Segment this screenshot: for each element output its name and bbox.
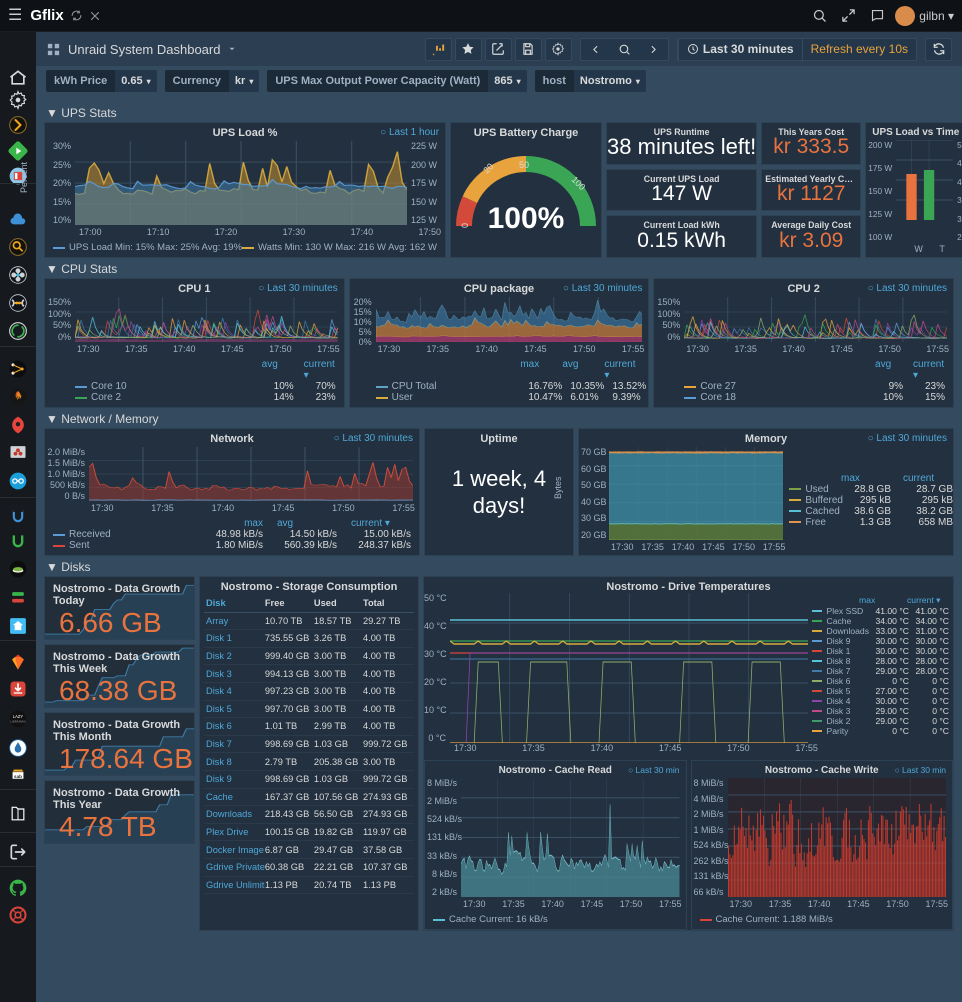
- svg-text:50: 50: [519, 160, 529, 170]
- svg-text:LAZY: LAZY: [13, 714, 24, 719]
- svg-text:LIBRARIAN: LIBRARIAN: [10, 719, 25, 723]
- svg-text:sab: sab: [14, 774, 22, 779]
- svg-text:100%: 100%: [488, 202, 565, 235]
- svg-text:0: 0: [460, 223, 470, 228]
